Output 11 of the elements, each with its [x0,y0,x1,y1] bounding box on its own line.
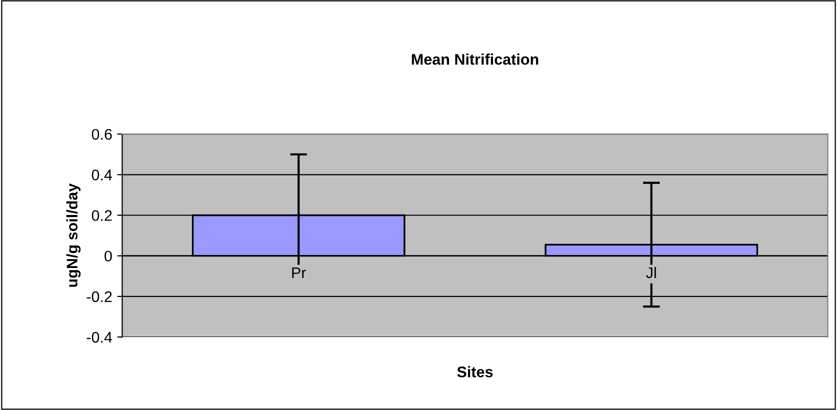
x-tick-label: Jl [646,266,656,278]
x-tick-label: Pr [292,268,306,278]
x-axis-title: Sites [457,366,493,378]
y-axis-title: ugN/g soil/day [66,183,81,287]
y-tick-label: 0 [104,250,112,262]
y-tick-label: -0.2 [86,291,112,302]
y-tick-label: -0.4 [86,332,112,343]
chart-title: Mean Nitrification [412,54,538,65]
y-tick-label: 0.4 [92,170,112,180]
y-tick-label: 0.6 [92,128,112,140]
y-tick-label: 0.2 [92,210,112,221]
